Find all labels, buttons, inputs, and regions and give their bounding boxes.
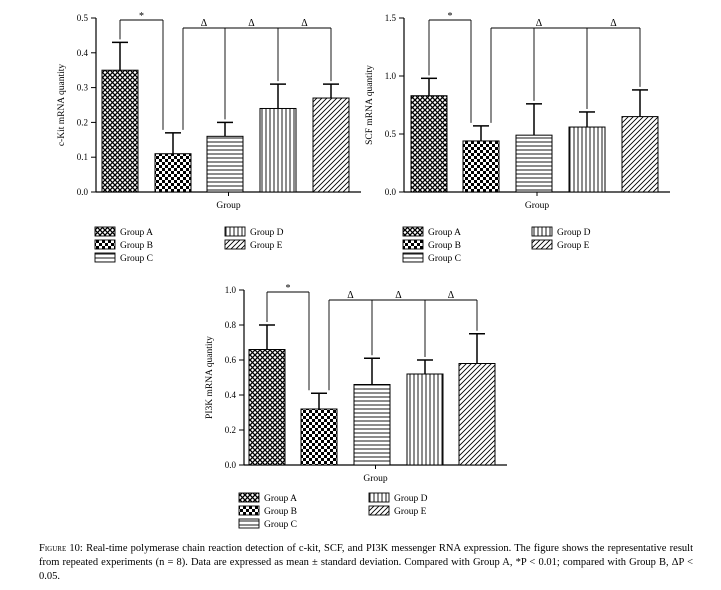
y-tick-label: 0.1: [77, 152, 88, 162]
legend-label: Group B: [428, 241, 461, 251]
legend-swatch: [402, 252, 424, 263]
legend-label: Group E: [557, 241, 590, 251]
legend-label: Group A: [120, 228, 153, 238]
legend-label: Group D: [557, 228, 591, 238]
x-axis-title: Group: [216, 201, 241, 211]
legend-swatch: [402, 226, 424, 237]
y-tick-label: 0.2: [77, 117, 88, 127]
legend-swatch: [224, 239, 246, 250]
bar-group-c: [353, 384, 391, 466]
bar-group-c: [206, 135, 244, 193]
significance-marker-b: Δ: [610, 18, 617, 29]
bar-group-e: [458, 363, 496, 466]
y-tick-label: 0.0: [385, 187, 397, 197]
bar-group-c: [515, 134, 553, 193]
ckit-bar-chart: 0.0 0.1 0.2 0.3 0.4 0.5 Group c-Kit mRNA quanti…: [57, 11, 361, 264]
y-tick-label: 0.3: [77, 83, 89, 93]
pi3k-chart-panel: 0.0 0.2 0.4 0.6 0.8 1.0 Group PI3K mRNA quantit…: [180, 275, 540, 537]
y-tick-label: 0.0: [77, 187, 89, 197]
bar-group-a: [101, 69, 139, 193]
y-tick-label: 0.5: [77, 13, 89, 23]
bar-group-b: [300, 408, 338, 466]
bar-group-d: [259, 107, 297, 193]
legend-label: Group D: [394, 494, 428, 504]
bar-group-a: [248, 349, 286, 466]
y-axis-title: c-Kit mRNA quantity: [57, 64, 67, 147]
bar-group-b: [462, 140, 500, 193]
legend-label: Group B: [120, 241, 153, 251]
figure-caption: Figure 10: Real-time polymerase chain re…: [39, 542, 693, 584]
legend-swatch: [94, 239, 116, 250]
legend-swatch: [368, 492, 390, 503]
y-tick-label: 1.0: [385, 71, 397, 81]
y-tick-label: 0.4: [77, 48, 89, 58]
legend-label: Group C: [120, 254, 153, 264]
significance-marker-b: Δ: [395, 290, 402, 301]
legend-swatch: [94, 252, 116, 263]
y-axis-title: SCF mRNA quantity: [365, 65, 375, 145]
legend-label: Group C: [264, 520, 297, 530]
legend-swatch: [531, 239, 553, 250]
significance-marker-b: Δ: [201, 18, 208, 29]
y-axis-title: PI3K mRNA quantity: [205, 336, 215, 419]
significance-marker-ab: *: [448, 11, 453, 22]
pi3k-bar-chart: 0.0 0.2 0.4 0.6 0.8 1.0 Group PI3K mRNA quantit…: [205, 283, 507, 530]
caption-text: Real-time polymerase chain reaction dete…: [39, 543, 693, 582]
significance-marker-ab: *: [139, 11, 144, 22]
bar-group-e: [621, 116, 659, 193]
bar-group-e: [312, 97, 350, 193]
legend-label: Group A: [428, 228, 461, 238]
significance-marker-b: Δ: [448, 290, 455, 301]
y-tick-label: 1.0: [225, 285, 237, 295]
bar-group-a: [410, 95, 448, 193]
legend-swatch: [238, 492, 260, 503]
y-tick-label: 0.2: [225, 425, 236, 435]
ckit-chart-panel: 0.0 0.1 0.2 0.3 0.4 0.5 Group c-Kit mRNA quanti…: [0, 0, 361, 275]
significance-marker-b: Δ: [248, 18, 255, 29]
legend-label: Group D: [250, 228, 284, 238]
legend-swatch: [402, 239, 424, 250]
y-tick-label: 1.5: [385, 13, 397, 23]
y-tick-label: 0.0: [225, 460, 237, 470]
legend-swatch: [238, 505, 260, 516]
bar-group-d: [568, 126, 606, 193]
x-axis-title: Group: [525, 201, 550, 211]
legend-label: Group C: [428, 254, 461, 264]
legend-swatch: [368, 505, 390, 516]
significance-marker-b: Δ: [347, 290, 354, 301]
y-tick-label: 0.8: [225, 320, 237, 330]
significance-marker-ab: *: [286, 283, 291, 294]
bar-group-d: [406, 373, 444, 466]
bar-group-b: [154, 153, 192, 193]
y-tick-label: 0.5: [385, 129, 397, 139]
x-axis-title: Group: [363, 474, 388, 484]
legend-swatch: [94, 226, 116, 237]
y-tick-label: 0.6: [225, 355, 237, 365]
y-tick-label: 0.4: [225, 390, 237, 400]
legend-label: Group E: [394, 507, 427, 517]
legend-label: Group E: [250, 241, 283, 251]
scf-bar-chart: 0.0 0.5 1.0 1.5 Group SCF mRNA quantity * Δ Δ Gro…: [365, 11, 670, 264]
significance-marker-b: Δ: [536, 18, 543, 29]
legend-label: Group B: [264, 507, 297, 517]
legend-label: Group A: [264, 494, 297, 504]
legend-swatch: [531, 226, 553, 237]
scf-chart-panel: 0.0 0.5 1.0 1.5 Group SCF mRNA quantity * Δ Δ Gro…: [360, 0, 721, 275]
caption-label: Figure 10:: [39, 543, 83, 554]
legend-swatch: [238, 518, 260, 529]
legend-swatch: [224, 226, 246, 237]
significance-marker-b: Δ: [301, 18, 308, 29]
